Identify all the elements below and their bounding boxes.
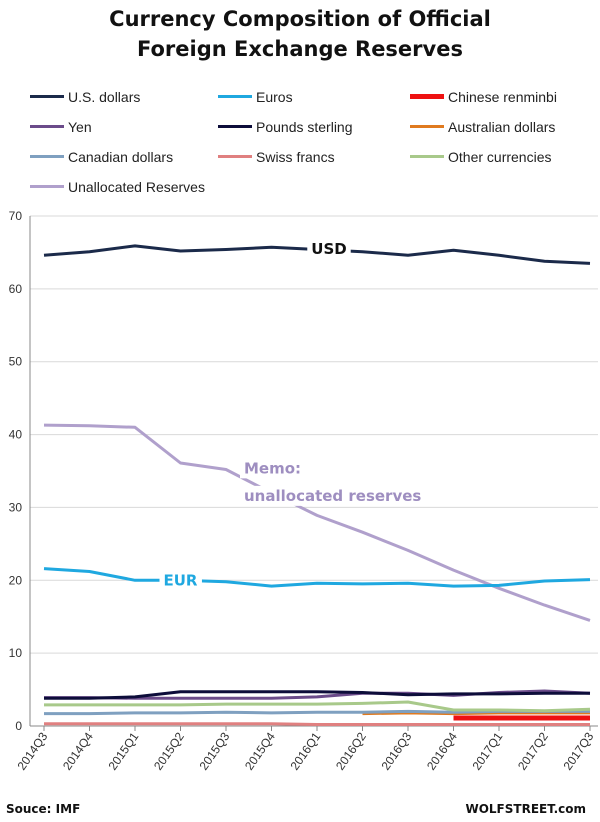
- annotation-background: [240, 485, 426, 506]
- annotation-background: [240, 458, 306, 479]
- legend-swatch: [30, 155, 64, 158]
- legend-swatch: [218, 155, 252, 158]
- series-line-pounds-sterling: [44, 690, 590, 700]
- legend-swatch: [410, 155, 444, 158]
- y-tick-label: 70: [9, 209, 23, 223]
- legend-swatch: [218, 95, 252, 98]
- x-tick-label: 2016Q3: [378, 729, 414, 772]
- annotation-unallocated-reserves: unallocated reserves: [244, 487, 421, 505]
- x-tick-label: 2017Q3: [560, 729, 596, 772]
- y-tick-label: 20: [9, 573, 23, 587]
- legend-swatch: [30, 125, 64, 128]
- x-tick-label: 2015Q3: [196, 729, 232, 772]
- chart-title: Currency Composition of Official Foreign…: [0, 4, 600, 64]
- y-tick-label: 30: [9, 500, 23, 514]
- series-line-other-currencies: [44, 700, 591, 713]
- x-tick-label: 2015Q4: [242, 729, 278, 772]
- legend-label: Pounds sterling: [256, 119, 353, 135]
- annotation-background: [159, 570, 202, 591]
- legend-label: U.S. dollars: [68, 89, 141, 105]
- brand-label: WOLFSTREET.com: [465, 802, 586, 816]
- annotation-memo: Memo:: [244, 459, 301, 477]
- y-tick-label: 10: [9, 646, 23, 660]
- annotation-background: [307, 238, 351, 259]
- x-tick-label: 2015Q2: [151, 729, 187, 772]
- x-tick-label: 2016Q1: [287, 729, 323, 772]
- legend-label: Chinese renminbi: [448, 89, 557, 105]
- annotation-usd: USD: [311, 240, 346, 258]
- legend-label: Yen: [68, 119, 92, 135]
- legend-swatch: [30, 185, 64, 188]
- y-tick-label: 40: [9, 428, 23, 442]
- series-line-unallocated-reserves: [43, 423, 591, 622]
- chart-title-line1: Currency Composition of Official: [109, 7, 491, 31]
- chart-title-line2: Foreign Exchange Reserves: [137, 37, 463, 61]
- legend-swatch: [218, 125, 252, 128]
- legend-swatch: [30, 95, 64, 98]
- legend-label: Australian dollars: [448, 119, 556, 135]
- legend-label: Other currencies: [448, 149, 552, 165]
- legend-label: Canadian dollars: [68, 149, 174, 165]
- annotation-eur: EUR: [164, 571, 198, 589]
- x-tick-label: 2015Q1: [105, 729, 141, 772]
- legend-swatch: [410, 94, 444, 99]
- x-tick-label: 2017Q2: [515, 729, 551, 772]
- x-tick-label: 2014Q3: [14, 729, 50, 772]
- series-line-swiss-francs: [44, 722, 590, 726]
- y-tick-label: 0: [15, 719, 22, 733]
- y-tick-label: 50: [9, 355, 23, 369]
- x-tick-label: 2016Q2: [333, 729, 369, 772]
- x-tick-label: 2014Q4: [60, 729, 96, 772]
- x-tick-label: 2016Q4: [424, 729, 460, 772]
- legend-label: Swiss francs: [256, 149, 335, 165]
- source-note: Souce: IMF: [6, 802, 81, 816]
- legend-swatch: [410, 125, 444, 128]
- x-tick-label: 2017Q1: [469, 729, 505, 772]
- series-line-euros: [43, 567, 591, 588]
- legend-label: Unallocated Reserves: [68, 179, 205, 195]
- y-tick-label: 60: [9, 282, 23, 296]
- legend-label: Euros: [256, 89, 293, 105]
